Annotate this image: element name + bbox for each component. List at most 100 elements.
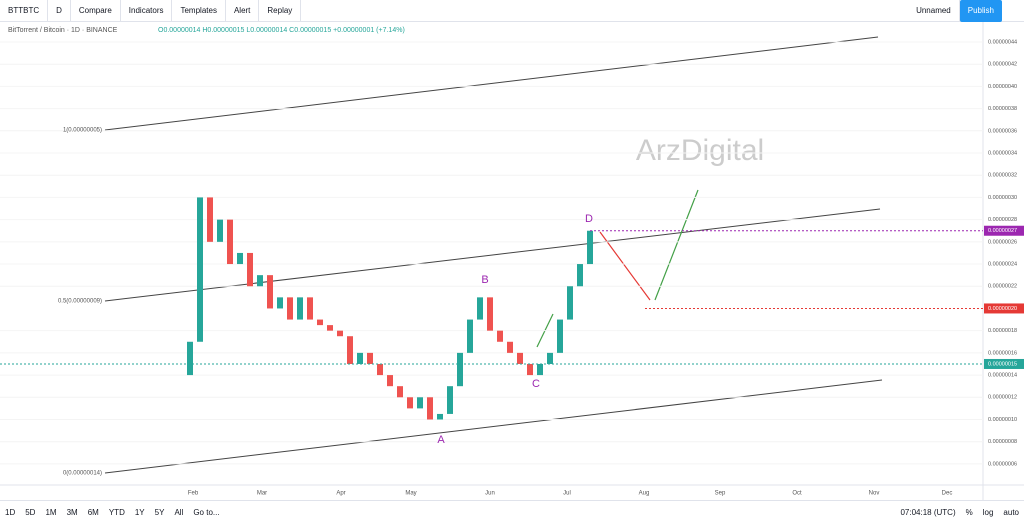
bottom-right: 07:04:18 (UTC)% log auto bbox=[895, 508, 1024, 517]
y-tick-label: 0.00000042 bbox=[988, 62, 1017, 68]
tool[interactable]: Templates bbox=[172, 0, 226, 22]
channel-line bbox=[104, 208, 881, 302]
price-tag-label: 0.00000020 bbox=[988, 306, 1017, 312]
y-tick-label: 0.00000024 bbox=[988, 262, 1017, 268]
candle-body bbox=[317, 319, 323, 326]
wave-label: A bbox=[437, 434, 445, 446]
x-tick-label: Jul bbox=[563, 491, 571, 497]
y-tick-label: 0.00000016 bbox=[988, 350, 1017, 356]
x-tick-label: Sep bbox=[715, 491, 726, 497]
candle-body bbox=[517, 352, 523, 364]
layout-name[interactable]: Unnamed bbox=[908, 0, 960, 22]
price-tag bbox=[984, 225, 1024, 236]
candle-body bbox=[327, 325, 333, 331]
range-button[interactable]: 5Y bbox=[154, 507, 165, 517]
y-tick-label: 0.00000018 bbox=[988, 328, 1017, 334]
wave-label: D bbox=[585, 213, 593, 225]
candle-body bbox=[547, 352, 553, 364]
candle-body bbox=[357, 352, 363, 364]
candle-body bbox=[287, 297, 293, 320]
candle-body bbox=[247, 252, 253, 287]
candle-body bbox=[297, 297, 303, 320]
y-tick-label: 0.00000028 bbox=[988, 217, 1017, 223]
scale-option[interactable]: auto bbox=[1003, 507, 1019, 517]
scale-option[interactable]: log bbox=[982, 507, 994, 517]
clock: 07:04:18 (UTC) bbox=[900, 507, 956, 517]
x-tick-label: Nov bbox=[869, 491, 880, 497]
candle-body bbox=[227, 219, 233, 265]
fib-label: 1(0.00000005) bbox=[63, 128, 102, 134]
range-button[interactable]: All bbox=[174, 507, 184, 517]
tool[interactable]: Replay bbox=[259, 0, 302, 22]
x-tick-label: Mar bbox=[257, 491, 267, 497]
candle-body bbox=[407, 397, 413, 409]
fib-label: 0.5(0.00000009) bbox=[58, 299, 102, 305]
wave-label: B bbox=[481, 274, 488, 286]
goto-button[interactable]: Go to... bbox=[193, 507, 220, 517]
range-button[interactable]: 3M bbox=[66, 507, 78, 517]
candle-body bbox=[397, 386, 403, 398]
y-tick-label: 0.00000036 bbox=[988, 128, 1017, 134]
candle-body bbox=[267, 275, 273, 309]
y-tick-label: 0.00000010 bbox=[988, 417, 1017, 423]
candle-body bbox=[457, 352, 463, 387]
tool[interactable]: Indicators bbox=[121, 0, 173, 22]
candle-body bbox=[377, 363, 383, 376]
y-tick-label: 0.00000032 bbox=[988, 173, 1017, 179]
channel-line bbox=[104, 379, 883, 474]
candle-body bbox=[187, 341, 193, 376]
candle-body bbox=[197, 197, 203, 342]
range-button[interactable]: 6M bbox=[87, 507, 99, 517]
x-tick-label: Apr bbox=[336, 491, 345, 497]
candle-body bbox=[207, 197, 213, 242]
chart: BitTorrent / Bitcoin · 1D · BINANCE O0.0… bbox=[0, 22, 1024, 500]
candle-body bbox=[577, 264, 583, 287]
range-button[interactable]: 1M bbox=[45, 507, 57, 517]
legend-title: BitTorrent / Bitcoin · 1D · BINANCE bbox=[8, 27, 118, 34]
candle-body bbox=[387, 375, 393, 387]
candle-body bbox=[277, 297, 283, 309]
x-tick-label: Jun bbox=[485, 491, 495, 497]
y-tick-label: 0.00000030 bbox=[988, 195, 1017, 201]
scale-option[interactable]: % bbox=[965, 507, 973, 517]
candle-body bbox=[447, 386, 453, 414]
y-tick-label: 0.00000026 bbox=[988, 239, 1017, 245]
range-button[interactable]: 1Y bbox=[134, 507, 145, 517]
symbol[interactable]: BTTBTC bbox=[0, 0, 49, 22]
interval[interactable]: D bbox=[48, 0, 71, 22]
x-tick-label: Feb bbox=[188, 491, 199, 497]
candle-body bbox=[497, 330, 503, 342]
price-tag-label: 0.00000027 bbox=[988, 228, 1017, 234]
tool[interactable]: Alert bbox=[226, 0, 260, 22]
range-button[interactable]: YTD bbox=[108, 507, 125, 517]
candle-body bbox=[307, 297, 313, 320]
y-tick-label: 0.00000040 bbox=[988, 84, 1017, 90]
wave-label: C bbox=[532, 378, 540, 390]
range-button[interactable]: 1D bbox=[5, 507, 16, 517]
fib-label: 0(0.00000014) bbox=[63, 471, 102, 477]
x-tick-label: Dec bbox=[942, 491, 953, 497]
price-tag-label: 0.00000015 bbox=[988, 361, 1017, 367]
tool[interactable]: Compare bbox=[71, 0, 121, 22]
publish-button[interactable]: Publish bbox=[959, 0, 1002, 22]
candle-body bbox=[527, 363, 533, 376]
y-tick-label: 0.00000008 bbox=[988, 439, 1017, 445]
toolbar: BTTBTC D Compare Indicators Templates Al… bbox=[0, 0, 1024, 22]
candle-body bbox=[217, 219, 223, 242]
candle-body bbox=[347, 336, 353, 364]
y-tick-label: 0.00000006 bbox=[988, 461, 1017, 467]
y-tick-label: 0.00000034 bbox=[988, 150, 1017, 156]
watermark: ArzDigital bbox=[636, 134, 764, 167]
range-button[interactable]: 5D bbox=[25, 507, 36, 517]
y-tick-label: 0.00000022 bbox=[988, 284, 1017, 290]
candle-body bbox=[237, 252, 243, 265]
channel-line bbox=[104, 36, 879, 131]
toolbar-right: Unnamed Publish bbox=[908, 0, 1024, 22]
candle-body bbox=[427, 397, 433, 420]
candle-body bbox=[467, 319, 473, 353]
candle-body bbox=[537, 363, 543, 376]
candle-body bbox=[367, 352, 373, 364]
legend-ohlc: O0.00000014 H0.00000015 L0.00000014 C0.0… bbox=[158, 27, 405, 34]
x-tick-label: Aug bbox=[639, 491, 650, 497]
